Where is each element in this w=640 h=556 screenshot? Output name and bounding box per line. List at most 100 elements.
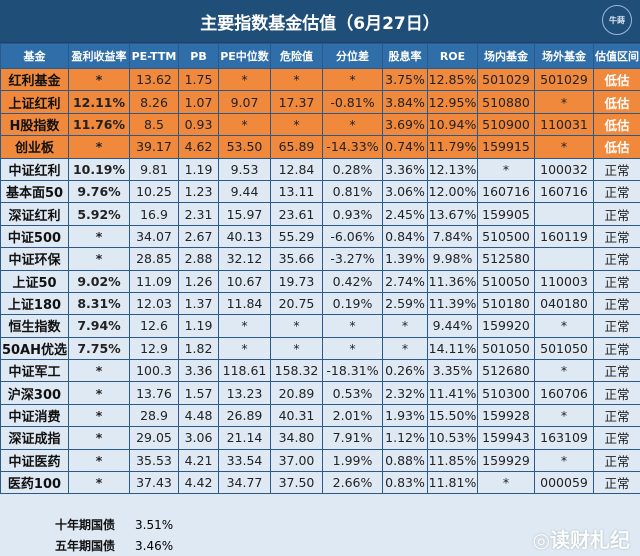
column-header: ROE [427,43,478,69]
table-cell: 20.75 [270,291,323,316]
fund-name: 中证红利 [0,157,69,181]
column-header: 分位差 [322,43,383,69]
table-cell: 3.69% [382,112,428,137]
table-cell: 160716 [477,179,535,204]
table-cell: 19.73 [270,269,323,293]
valuation-zone: 低估 [593,90,640,114]
table-cell: * [534,90,594,114]
table-cell: 12.6 [129,314,179,338]
title-text: 主要指数基金估值（6月27日） [200,13,440,34]
table-cell: 118.61 [218,359,271,383]
table-cell: 8.31% [68,291,130,316]
table-cell: 160119 [534,224,594,249]
table-cell: * [534,359,594,383]
table-cell: * [68,247,130,271]
table-cell: * [68,426,130,450]
table-cell: 0.93 [178,112,219,137]
table-cell: * [270,314,323,338]
table-cell: 13.62 [129,67,179,92]
table-cell: 12.00% [427,179,478,204]
page-title: 主要指数基金估值（6月27日） 牛蒔 [0,0,640,43]
table-cell [534,202,594,226]
table-cell: 12.85% [427,67,478,92]
table-cell: 10.19% [68,157,130,181]
table-cell: 160716 [534,179,594,204]
column-header: PE-TTM [129,43,179,69]
table-cell: 1.82 [178,336,219,361]
valuation-zone: 正常 [593,381,640,405]
valuation-zone: 低估 [593,67,640,92]
table-cell: 3.36 [178,359,219,383]
table-cell: 512580 [477,247,535,271]
table-cell: 510180 [477,291,535,316]
table-row: 深证红利 5.92% 16.9 2.31 15.97 23.61 0.93% 2.45% 13.… [0,202,640,226]
table-cell: 4.21 [178,448,219,473]
fund-name: 医药100 [0,471,69,495]
table-cell: 1.19 [178,314,219,338]
table-cell: 0.83% [382,471,428,495]
table-cell: 8.26 [129,90,179,114]
table-row: 中证500 * 34.07 2.67 40.13 55.29 -6.06% 0.84% 7.84… [0,224,640,249]
table-row: 沪深300 * 13.76 1.57 13.23 20.89 0.53% 2.32% 11.41… [0,381,640,405]
table-cell: * [322,314,383,338]
table-cell: 11.76% [68,112,130,137]
table-cell: * [534,448,594,473]
bond-row-5y: 五年期国债 3.46% [0,535,173,556]
table-cell: 26.89 [218,403,271,428]
table-row: 基本面50 9.76% 10.25 1.23 9.44 13.11 0.81% 3.06% 12… [0,179,640,204]
table-cell: 1.99% [322,448,383,473]
table-cell: 10.67 [218,269,271,293]
fund-name: H股指数 [0,112,69,137]
table-cell: 37.50 [270,471,323,495]
table-cell: 1.93% [382,403,428,428]
table-cell: 34.80 [270,426,323,450]
table-row: 恒生指数 7.94% 12.6 1.19 * * * * 9.44% 159920 * 正常 [0,314,640,338]
table-cell: 20.89 [270,381,323,405]
table-cell: 40.31 [270,403,323,428]
table-cell: 34.07 [129,224,179,249]
table-cell: 0.81% [322,179,383,204]
table-cell: 11.39% [427,291,478,316]
valuation-zone: 正常 [593,291,640,316]
table-cell: 1.57 [178,381,219,405]
table-cell: 13.76 [129,381,179,405]
table-cell: 2.32% [382,381,428,405]
table-cell: 10.53% [427,426,478,450]
table-cell: * [382,314,428,338]
table-cell: 35.53 [129,448,179,473]
table-cell: 163109 [534,426,594,450]
table-cell: 2.88 [178,247,219,271]
table-row: 上证180 8.31% 12.03 1.37 11.84 20.75 0.19% 2.59% 1… [0,291,640,316]
table-cell: 32.12 [218,247,271,271]
table-cell: 7.91% [322,426,383,450]
table-cell: * [218,336,271,361]
table-cell: * [534,314,594,338]
table-cell: 3.84% [382,90,428,114]
table-cell: 501029 [477,67,535,92]
fund-name: 基本面50 [0,179,69,204]
table-cell: * [68,403,130,428]
table-cell: 9.44 [218,179,271,204]
valuation-zone: 正常 [593,448,640,473]
table-cell: * [68,381,130,405]
table-cell: * [218,112,271,137]
table-cell: 510880 [477,90,535,114]
table-cell: 55.29 [270,224,323,249]
table-cell: 15.97 [218,202,271,226]
table-cell: 13.67% [427,202,478,226]
valuation-zone: 正常 [593,314,640,338]
table-row: 中证红利 10.19% 9.81 1.19 9.53 12.84 0.28% 3.36% 12.… [0,157,640,181]
fund-name: 深证红利 [0,202,69,226]
table-cell: 512680 [477,359,535,383]
table-cell: 9.81 [129,157,179,181]
table-row: 创业板 * 39.17 4.62 53.50 65.89 -14.33% 0.74% 11.79… [0,135,640,159]
table-cell: 13.11 [270,179,323,204]
table-cell: 65.89 [270,135,323,159]
valuation-table: 基金 盈利收益率 PE-TTM PB PE中位数 危险值 分位差 股息率 ROE 场内基金 场外基金… [0,43,640,495]
table-cell: 159915 [477,135,535,159]
table-cell: 1.07 [178,90,219,114]
table-cell: * [477,471,535,495]
watermark: ◎读财札纪 [532,528,630,552]
table-cell: 7.75% [68,336,130,361]
table-cell: * [477,157,535,181]
